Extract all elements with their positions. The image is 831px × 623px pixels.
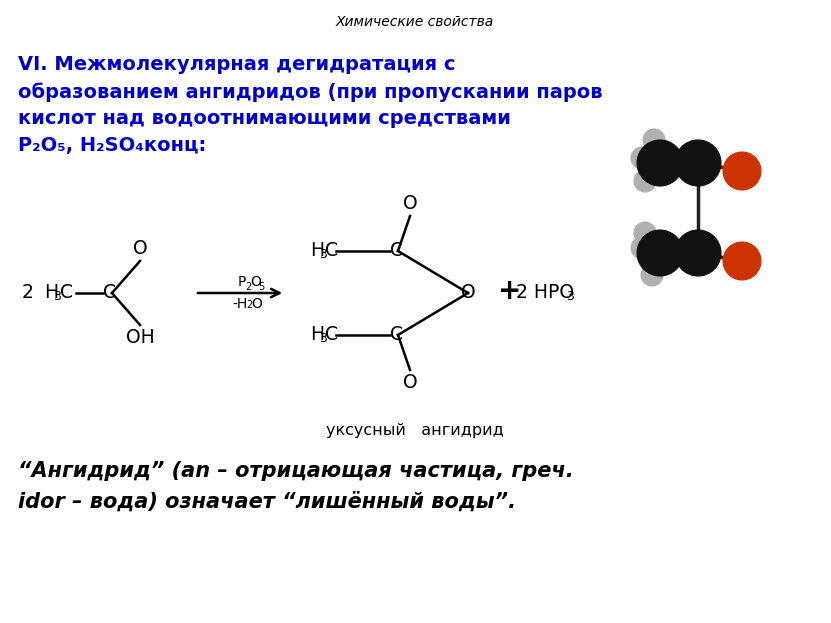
Text: 3: 3	[319, 249, 327, 262]
Text: O: O	[403, 373, 417, 392]
Text: H: H	[44, 283, 58, 303]
Circle shape	[675, 140, 721, 186]
Text: 2: 2	[246, 300, 253, 310]
Text: C: C	[390, 242, 403, 260]
Text: уксусный   ангидрид: уксусный ангидрид	[326, 422, 504, 437]
Text: -H: -H	[232, 297, 248, 311]
Circle shape	[723, 152, 761, 190]
Text: Химические свойства: Химические свойства	[336, 15, 494, 29]
Text: “Ангидрид” (an – отрицающая частица, греч.: “Ангидрид” (an – отрицающая частица, гре…	[18, 461, 573, 481]
Circle shape	[675, 230, 721, 276]
Circle shape	[631, 147, 653, 169]
Text: C: C	[390, 325, 403, 345]
Circle shape	[637, 230, 683, 276]
Text: 3: 3	[319, 333, 327, 346]
Text: Р₂О₅, Н₂SO₄конц:: Р₂О₅, Н₂SO₄конц:	[18, 136, 206, 155]
Text: C: C	[325, 325, 338, 345]
Text: +: +	[498, 277, 521, 305]
Text: P: P	[238, 275, 246, 289]
Text: C: C	[325, 242, 338, 260]
Circle shape	[641, 264, 663, 286]
Text: 3: 3	[53, 290, 61, 303]
Text: 2: 2	[245, 282, 251, 292]
Text: VI. Межмолекулярная дегидратация с: VI. Межмолекулярная дегидратация с	[18, 55, 455, 74]
Circle shape	[643, 129, 665, 151]
Circle shape	[631, 237, 653, 259]
Circle shape	[634, 170, 656, 192]
Text: O: O	[251, 297, 262, 311]
Text: idor – вода) означает “лишённый воды”.: idor – вода) означает “лишённый воды”.	[18, 491, 516, 511]
Text: образованием ангидридов (при пропускании паров: образованием ангидридов (при пропускании…	[18, 82, 602, 102]
Text: C: C	[60, 283, 73, 303]
Text: OH: OH	[125, 328, 155, 347]
Circle shape	[723, 242, 761, 280]
Circle shape	[634, 222, 656, 244]
Text: O: O	[133, 239, 147, 258]
Text: кислот над водоотнимающими средствами: кислот над водоотнимающими средствами	[18, 109, 511, 128]
Text: C: C	[103, 283, 116, 303]
Text: 2 HPO: 2 HPO	[516, 283, 574, 303]
Text: 2: 2	[22, 283, 34, 303]
Text: 3: 3	[566, 290, 574, 303]
Text: H: H	[310, 242, 324, 260]
Text: O: O	[403, 194, 417, 213]
Text: H: H	[310, 325, 324, 345]
Text: O: O	[460, 283, 475, 303]
Text: O: O	[250, 275, 261, 289]
Text: 5: 5	[258, 282, 264, 292]
Circle shape	[637, 140, 683, 186]
